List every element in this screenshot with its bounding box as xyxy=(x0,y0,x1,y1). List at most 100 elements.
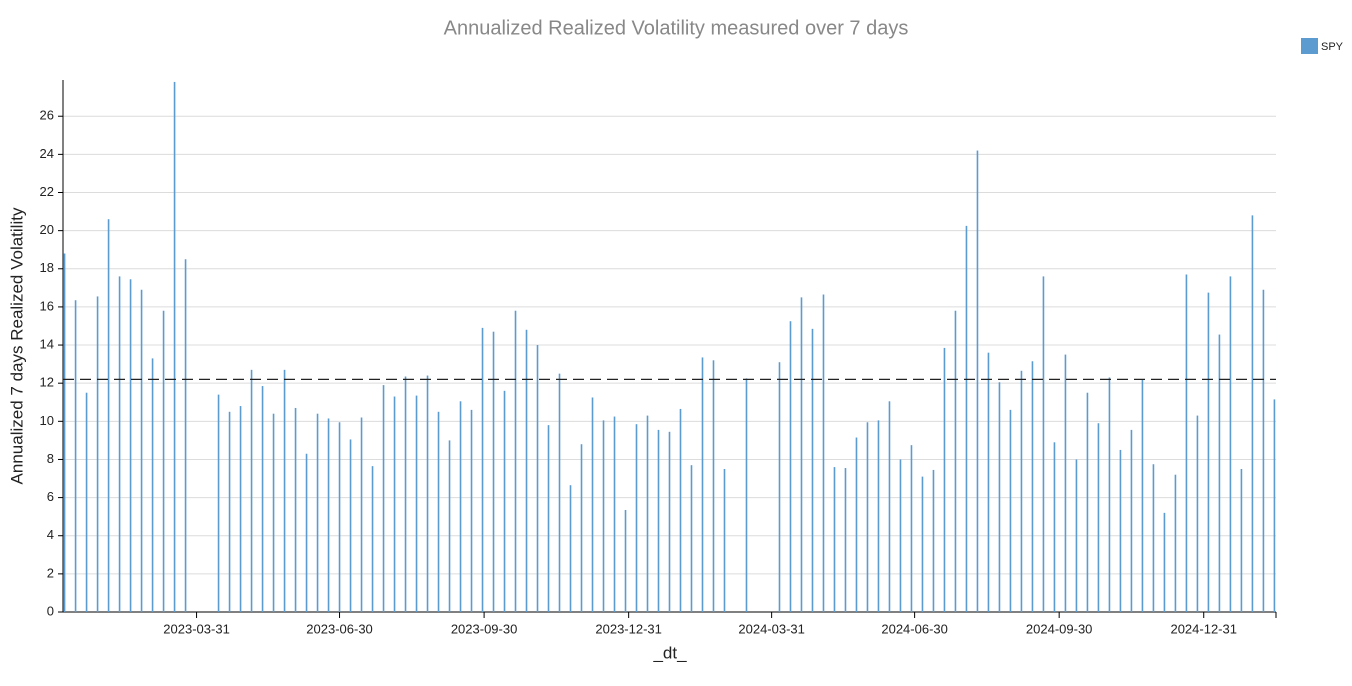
x-tick-label: 2023-06-30 xyxy=(306,621,373,636)
bar xyxy=(250,369,253,612)
y-tick-label: 8 xyxy=(47,451,54,466)
bar xyxy=(1031,361,1034,612)
bar xyxy=(613,416,616,612)
bar xyxy=(1009,409,1012,612)
bar xyxy=(503,390,506,612)
bar xyxy=(635,424,638,612)
bar xyxy=(173,81,176,613)
bar xyxy=(690,465,693,612)
bar xyxy=(1141,379,1144,612)
bar xyxy=(888,401,891,612)
bar xyxy=(943,347,946,612)
x-tick-label: 2023-03-31 xyxy=(163,621,230,636)
bar xyxy=(1185,274,1188,612)
bar xyxy=(899,459,902,612)
bar xyxy=(1196,415,1199,612)
bar xyxy=(745,378,748,612)
bar xyxy=(349,439,352,612)
y-tick-label: 4 xyxy=(47,527,54,542)
bar xyxy=(866,422,869,612)
bar xyxy=(74,300,77,612)
bar xyxy=(1218,334,1221,612)
bar xyxy=(415,395,418,612)
bar xyxy=(1240,468,1243,612)
legend-label: SPY xyxy=(1321,41,1344,53)
bar xyxy=(679,408,682,612)
bar xyxy=(437,411,440,612)
bar xyxy=(976,150,979,612)
bar xyxy=(1119,449,1122,612)
bar xyxy=(338,422,341,612)
bar xyxy=(1262,289,1265,612)
bar xyxy=(811,328,814,612)
bar xyxy=(1097,423,1100,612)
bar xyxy=(558,373,561,612)
bar xyxy=(965,225,968,612)
bar xyxy=(228,411,231,612)
y-tick-label: 2 xyxy=(47,565,54,580)
bar xyxy=(1152,464,1155,612)
bar xyxy=(470,409,473,612)
bar xyxy=(1229,276,1232,612)
bar xyxy=(1064,354,1067,612)
x-tick-label: 2024-09-30 xyxy=(1026,621,1093,636)
y-tick-label: 10 xyxy=(40,413,54,428)
bar xyxy=(162,310,165,612)
x-tick-label: 2024-03-31 xyxy=(738,621,805,636)
bar xyxy=(448,440,451,612)
bar xyxy=(217,394,220,612)
x-tick-label: 2023-09-30 xyxy=(451,621,518,636)
bar xyxy=(877,420,880,612)
bar xyxy=(327,418,330,612)
bar xyxy=(261,386,264,612)
bar xyxy=(1086,392,1089,612)
bar xyxy=(844,468,847,612)
bar xyxy=(987,352,990,612)
bar xyxy=(272,413,275,612)
bar xyxy=(1053,442,1056,612)
bar xyxy=(602,420,605,612)
bar xyxy=(646,415,649,612)
x-tick-label: 2024-06-30 xyxy=(881,621,948,636)
x-tick-label: 2024-12-31 xyxy=(1170,621,1237,636)
bar xyxy=(701,357,704,612)
bar xyxy=(624,509,627,612)
bar xyxy=(778,362,781,612)
legend-swatch xyxy=(1301,38,1318,54)
bar xyxy=(921,476,924,612)
bar xyxy=(85,392,88,612)
bar xyxy=(184,259,187,612)
bar xyxy=(492,331,495,612)
bar xyxy=(481,327,484,612)
bar xyxy=(371,466,374,612)
bar xyxy=(1251,215,1254,612)
y-tick-label: 16 xyxy=(40,298,54,313)
bar xyxy=(668,431,671,612)
bar xyxy=(316,413,319,612)
y-tick-label: 12 xyxy=(40,375,54,390)
bar xyxy=(833,467,836,612)
bar xyxy=(525,329,528,612)
bar xyxy=(426,375,429,612)
bar xyxy=(393,396,396,612)
chart-title: Annualized Realized Volatility measured … xyxy=(444,17,909,39)
bar xyxy=(1020,370,1023,612)
bar xyxy=(569,485,572,612)
bar xyxy=(294,407,297,612)
bar xyxy=(954,310,957,612)
bar xyxy=(283,369,286,612)
y-tick-label: 0 xyxy=(47,603,54,618)
bar xyxy=(789,321,792,612)
x-tick-label: 2023-12-31 xyxy=(595,621,662,636)
bar xyxy=(822,294,825,612)
y-axis-label: Annualized 7 days Realized Volatility xyxy=(7,207,26,484)
bar xyxy=(1174,474,1177,612)
y-tick-label: 20 xyxy=(40,222,54,237)
bar xyxy=(118,276,121,612)
bar xyxy=(657,429,660,612)
bar xyxy=(96,296,99,612)
bar xyxy=(591,397,594,612)
y-tick-label: 18 xyxy=(40,260,54,275)
y-tick-label: 22 xyxy=(40,184,54,199)
